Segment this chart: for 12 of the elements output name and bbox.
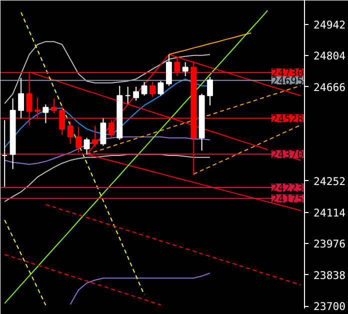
y-tick-label: 24942 [314, 18, 346, 32]
y-tick-label: 24666 [314, 80, 346, 94]
ref-line-label: 24175 [271, 192, 304, 206]
ref-line-label: 24223 [271, 182, 304, 195]
y-tick-label: 24114 [314, 206, 346, 220]
y-tick-label: 23976 [314, 238, 346, 251]
ref-line-label: 24528 [271, 112, 304, 126]
y-tick-label: 24804 [314, 50, 346, 63]
y-tick-label: 23838 [314, 268, 346, 282]
ref-line-label: 24370 [271, 148, 304, 162]
y-tick-label: 23700 [314, 300, 346, 314]
y-tick-label: 24252 [314, 174, 346, 188]
